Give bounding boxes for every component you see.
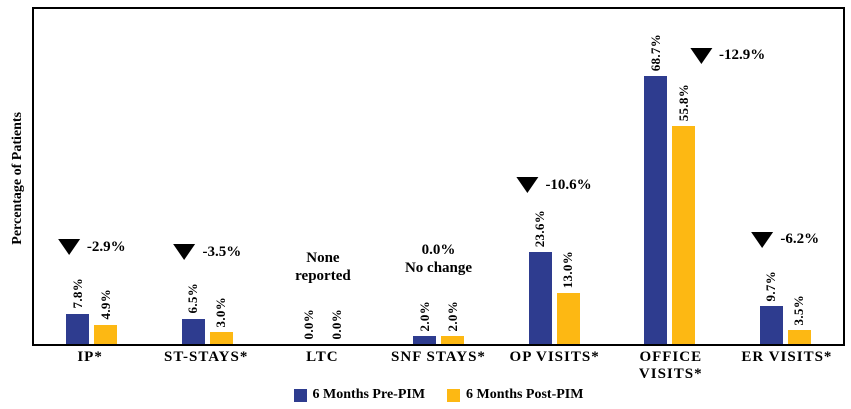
bar-pair: 9.7% 3.5% [759, 270, 811, 344]
bar-pair: 6.5% 3.0% [181, 283, 233, 344]
bar-value-label: 3.5% [791, 294, 807, 326]
change-label: -2.9% [86, 238, 126, 255]
pre-pim-bar-column: 0.0% [297, 309, 320, 344]
down-triangle-icon [57, 239, 80, 256]
bar-group: 68.7% 55.8% [612, 34, 728, 344]
bar-value-label: 9.7% [763, 270, 779, 302]
pre-pim-bar [66, 313, 90, 344]
bar-value-label: 4.9% [97, 289, 113, 320]
post-pim-bar-column: 0.0% [325, 309, 348, 344]
post-pim-bar-column: 13.0% [556, 251, 580, 344]
note-line: 0.0% [421, 241, 456, 258]
pre-pim-bar-column: 2.0% [413, 300, 437, 344]
change-label: -10.6% [545, 176, 592, 193]
pre-pim-bar [644, 76, 668, 344]
bar-pair: 2.0% 2.0% [413, 300, 465, 344]
change-label: -3.5% [202, 243, 242, 260]
bar-group: 9.7% 3.5% [727, 271, 843, 344]
post-pim-bar-column: 55.8% [672, 84, 696, 344]
bar-value-label: 2.0% [416, 300, 432, 332]
legend-item-pre-pim: 6 Months Pre-PIM [293, 387, 426, 403]
bar-value-label: 6.5% [185, 283, 201, 314]
x-axis-category-label: OFFICE VISITS* [638, 349, 703, 382]
down-triangle-icon [516, 177, 539, 194]
bar-value-label: 68.7% [647, 33, 663, 72]
pre-pim-bar [759, 306, 783, 344]
post-pim-bar [787, 330, 811, 344]
x-axis-category-label: ST-STAYS* [164, 349, 249, 365]
decrease-annotation: -12.9% [690, 47, 765, 64]
legend-swatch [293, 388, 307, 402]
bar-group: 7.8% 4.9% [34, 278, 150, 344]
pre-pim-bar-column: 9.7% [759, 270, 783, 344]
x-axis-category-label: LTC [306, 349, 339, 365]
legend-label: 6 Months Pre-PIM [312, 387, 426, 402]
pre-pim-bar-column: 7.8% [66, 278, 90, 344]
post-pim-bar-column: 2.0% [441, 300, 465, 344]
decrease-annotation: -3.5% [173, 244, 241, 261]
y-axis: Percentage of Patients [4, 7, 32, 406]
post-pim-bar [94, 324, 118, 344]
post-pim-bar [672, 126, 696, 344]
pre-pim-bar-column: 68.7% [644, 33, 668, 344]
post-pim-bar-column: 4.9% [94, 289, 118, 344]
note-line: None [306, 249, 340, 266]
bar-value-label: 55.8% [675, 84, 691, 122]
bar-value-label: 13.0% [560, 251, 576, 289]
bar-pair: 0.0% 0.0% [297, 309, 348, 344]
decrease-annotation: -10.6% [516, 176, 592, 194]
pre-pim-bar-column: 23.6% [528, 209, 552, 344]
legend: 6 Months Pre-PIM 6 Months Post-PIM [32, 384, 845, 406]
down-triangle-icon [173, 244, 196, 261]
bar-pair: 68.7% 55.8% [644, 33, 696, 344]
x-axis-labels: IP* ST-STAYS* LTC SNF STAYS* OP VISITS* OFFIC… [32, 346, 845, 384]
legend-item-post-pim: 6 Months Post-PIM [447, 387, 583, 403]
bar-value-label: 2.0% [444, 300, 460, 332]
bar-group: 2.0% 2.0% [381, 301, 497, 344]
legend-label: 6 Months Post-PIM [466, 387, 584, 402]
bar-pair: 23.6% 13.0% [528, 209, 580, 344]
note-annotation: 0.0% No change [405, 241, 472, 279]
bar-value-label: 3.0% [213, 296, 229, 328]
legend-swatch [447, 388, 461, 402]
post-pim-bar [209, 332, 233, 344]
bar-value-label: 0.0% [300, 308, 316, 339]
pre-pim-bar-column: 6.5% [181, 283, 205, 344]
note-annotation: None reported [295, 249, 351, 287]
post-pim-bar [556, 293, 580, 344]
note-line: No change [404, 260, 473, 277]
change-label: -12.9% [719, 47, 766, 64]
x-axis-category-label: IP* [77, 349, 103, 365]
post-pim-bar-column: 3.0% [209, 296, 233, 344]
bar-value-label: 23.6% [532, 209, 548, 247]
pre-pim-bar [181, 318, 205, 344]
bar-value-label: 7.8% [69, 278, 85, 309]
bar-pair: 7.8% 4.9% [66, 278, 118, 344]
pre-pim-bar [413, 336, 437, 344]
down-triangle-icon [751, 231, 774, 248]
plot-area: 7.8% 4.9% 6.5% 3.0% 0.0% 0.0% 2.0% 2.0% 23.6% 13.… [32, 7, 845, 346]
note-line: reported [295, 268, 351, 285]
change-label: -6.2% [780, 231, 820, 248]
decrease-annotation: -6.2% [751, 231, 819, 248]
x-axis-category-label: SNF STAYS* [391, 349, 486, 365]
bar-value-label: 0.0% [328, 308, 344, 339]
down-triangle-icon [690, 47, 713, 64]
bar-group: 6.5% 3.0% [150, 283, 266, 344]
bar-group: 0.0% 0.0% [265, 309, 381, 344]
chart-main: 7.8% 4.9% 6.5% 3.0% 0.0% 0.0% 2.0% 2.0% 23.6% 13.… [32, 7, 845, 406]
y-axis-label: Percentage of Patients [10, 112, 25, 245]
decrease-annotation: -2.9% [57, 238, 126, 256]
x-axis-category-label: ER VISITS* [741, 349, 833, 365]
post-pim-bar [441, 336, 465, 344]
x-axis-category-label: OP VISITS* [509, 349, 600, 365]
bar-group: 23.6% 13.0% [496, 210, 612, 344]
pre-pim-bar [528, 251, 552, 344]
post-pim-bar-column: 3.5% [787, 294, 811, 344]
